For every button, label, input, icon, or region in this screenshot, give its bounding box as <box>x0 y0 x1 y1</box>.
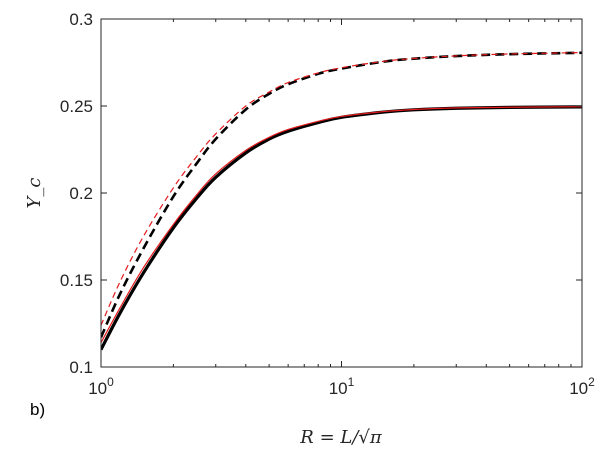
panel-label: b) <box>30 400 45 419</box>
y-axis-label: Y_c <box>24 178 45 209</box>
series-layer <box>101 51 582 351</box>
x-tick-label: 100 <box>88 375 114 398</box>
axes-layer: 100 101 102 0.1 0.15 0.2 0.25 0.3 <box>60 10 595 398</box>
y-tick-label: 0.3 <box>69 10 93 29</box>
series-line-2-solid <box>101 106 582 343</box>
x-axis-label: R = L/√π <box>299 427 383 448</box>
x-tick-label: 102 <box>569 375 595 398</box>
x-tick-label: 101 <box>329 375 355 398</box>
series-line-4-dashed <box>101 51 582 326</box>
y-tick-label: 0.2 <box>69 184 93 203</box>
y-tick-label: 0.15 <box>60 271 93 290</box>
y-tick-label: 0.25 <box>60 97 93 116</box>
y-tick-label: 0.1 <box>69 358 93 377</box>
plot-area <box>101 19 582 367</box>
series-line-3-dashed <box>101 51 582 338</box>
